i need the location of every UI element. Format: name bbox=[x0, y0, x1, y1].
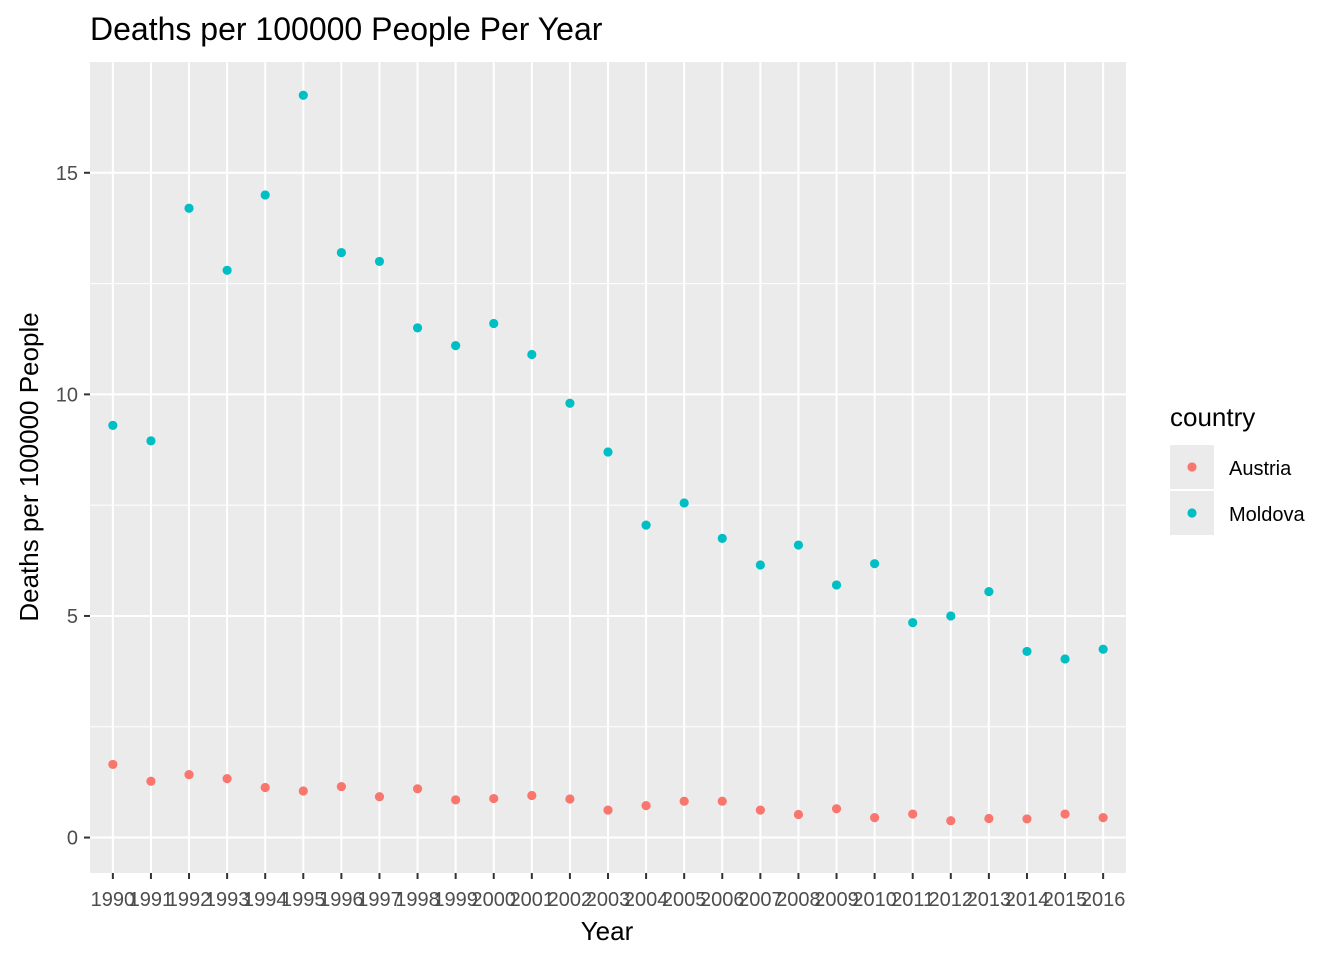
point-moldova-1995 bbox=[298, 90, 308, 100]
x-tick-label: 1999 bbox=[433, 889, 478, 911]
x-tick-label: 2013 bbox=[967, 889, 1012, 911]
point-austria-2009 bbox=[831, 804, 842, 814]
x-tick-label: 2001 bbox=[510, 889, 555, 911]
point-austria-1995 bbox=[298, 786, 308, 796]
y-tick-label: 15 bbox=[56, 163, 78, 185]
x-tick-label: 2011 bbox=[891, 889, 934, 911]
point-austria-2002 bbox=[565, 794, 575, 804]
x-tick-label: 2009 bbox=[814, 889, 859, 911]
x-tick-label: 2016 bbox=[1081, 889, 1126, 911]
point-moldova-2014 bbox=[1022, 646, 1032, 657]
x-tick-label: 2014 bbox=[1005, 889, 1050, 911]
legend-title: country bbox=[1170, 402, 1255, 432]
point-austria-2003 bbox=[603, 805, 613, 815]
x-tick-label: 2003 bbox=[586, 889, 631, 911]
point-austria-2000 bbox=[489, 793, 499, 804]
point-moldova-2005 bbox=[679, 498, 689, 508]
x-tick-label: 2000 bbox=[471, 889, 516, 911]
x-tick-label: 1995 bbox=[281, 889, 326, 911]
legend: country Austria Moldova bbox=[1170, 402, 1305, 535]
point-austria-2006 bbox=[717, 796, 727, 806]
point-austria-2014 bbox=[1022, 814, 1032, 824]
point-moldova-2002 bbox=[565, 398, 575, 408]
point-austria-2010 bbox=[870, 813, 880, 823]
point-austria-2013 bbox=[984, 813, 994, 824]
point-moldova-2000 bbox=[489, 318, 499, 329]
x-tick-label: 2015 bbox=[1043, 889, 1088, 911]
y-tick-label: 10 bbox=[56, 384, 78, 406]
x-tick-label: 1997 bbox=[357, 889, 402, 911]
point-austria-2015 bbox=[1060, 809, 1070, 819]
point-austria-2007 bbox=[755, 805, 765, 815]
point-austria-1991 bbox=[146, 776, 156, 786]
legend-label-austria: Austria bbox=[1229, 458, 1292, 480]
x-tick-label: 1990 bbox=[91, 889, 136, 911]
point-moldova-2009 bbox=[831, 580, 842, 590]
point-moldova-2004 bbox=[641, 520, 651, 530]
point-austria-1993 bbox=[222, 774, 232, 784]
chart-title: Deaths per 100000 People Per Year bbox=[90, 11, 603, 47]
y-axis-title: Deaths per 100000 People bbox=[14, 312, 44, 621]
point-austria-2016 bbox=[1098, 813, 1108, 823]
point-austria-1994 bbox=[260, 782, 270, 793]
point-austria-1998 bbox=[412, 784, 423, 794]
point-moldova-2003 bbox=[603, 447, 613, 457]
point-moldova-1998 bbox=[412, 323, 423, 333]
x-tick-label: 2010 bbox=[852, 889, 897, 911]
x-tick-label: 2004 bbox=[624, 889, 669, 911]
point-moldova-2010 bbox=[870, 559, 880, 569]
point-moldova-1997 bbox=[374, 256, 385, 267]
point-moldova-2007 bbox=[755, 560, 765, 570]
x-tick-label: 2002 bbox=[548, 889, 593, 911]
point-moldova-2008 bbox=[793, 540, 804, 550]
point-austria-2011 bbox=[908, 809, 918, 819]
point-moldova-1991 bbox=[146, 436, 156, 446]
x-tick-label: 2006 bbox=[700, 889, 745, 911]
point-moldova-1994 bbox=[260, 190, 270, 200]
point-moldova-2013 bbox=[984, 586, 994, 597]
point-austria-1992 bbox=[184, 770, 194, 780]
point-moldova-2001 bbox=[527, 349, 537, 360]
major-gridlines bbox=[90, 62, 1126, 873]
x-tick-label: 1998 bbox=[395, 889, 440, 911]
y-tick-label: 0 bbox=[67, 828, 78, 850]
legend-marker bbox=[1187, 462, 1197, 472]
point-austria-2005 bbox=[679, 796, 689, 806]
point-austria-1997 bbox=[374, 792, 385, 802]
x-tick-label: 2012 bbox=[929, 889, 974, 911]
legend-marker bbox=[1187, 508, 1197, 518]
x-tick-label: 1992 bbox=[167, 889, 212, 911]
point-moldova-2016 bbox=[1098, 644, 1108, 654]
x-tick-label: 1996 bbox=[319, 889, 364, 911]
x-tick-label: 2007 bbox=[738, 889, 783, 911]
x-tick-label: 2005 bbox=[662, 889, 707, 911]
point-moldova-2015 bbox=[1060, 654, 1070, 664]
x-tick-label: 2008 bbox=[776, 889, 821, 911]
point-austria-2012 bbox=[946, 816, 956, 826]
point-moldova-1993 bbox=[222, 265, 232, 275]
point-moldova-1992 bbox=[184, 203, 194, 213]
point-austria-2008 bbox=[793, 809, 804, 820]
x-axis-title: Year bbox=[581, 916, 634, 946]
point-austria-1999 bbox=[451, 795, 461, 805]
y-axis: 0 5 10 15 bbox=[56, 163, 90, 850]
point-moldova-2011 bbox=[908, 618, 918, 628]
x-tick-label: 1994 bbox=[243, 889, 288, 911]
point-moldova-1996 bbox=[336, 247, 346, 258]
x-axis: 1990199119921993199419951996199719981999… bbox=[91, 873, 1126, 911]
point-austria-1990 bbox=[108, 759, 118, 770]
x-tick-label: 1991 bbox=[129, 889, 174, 911]
x-tick-label: 1993 bbox=[205, 889, 250, 911]
y-tick-label: 5 bbox=[67, 606, 78, 628]
point-austria-2004 bbox=[641, 801, 651, 811]
point-austria-1996 bbox=[336, 781, 346, 792]
point-austria-2001 bbox=[527, 790, 537, 801]
point-moldova-2006 bbox=[717, 533, 727, 544]
point-moldova-1990 bbox=[108, 420, 118, 430]
legend-label-moldova: Moldova bbox=[1229, 504, 1305, 526]
point-moldova-1999 bbox=[451, 341, 461, 351]
point-moldova-2012 bbox=[946, 611, 956, 621]
data-points bbox=[108, 90, 1108, 826]
